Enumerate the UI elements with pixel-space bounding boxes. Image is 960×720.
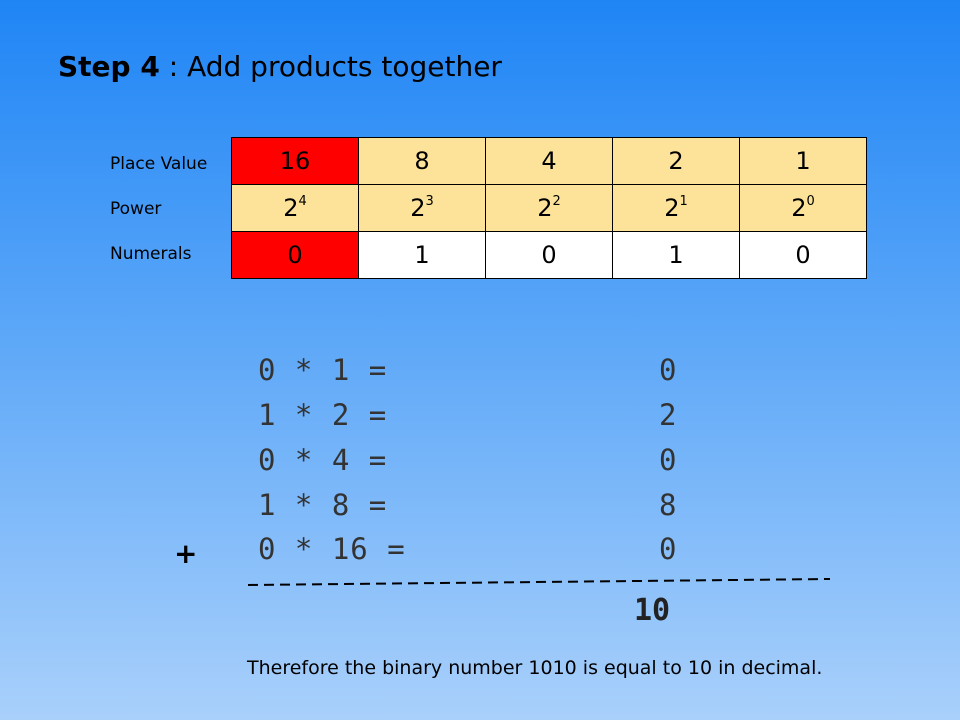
power-base: 2 <box>537 194 553 222</box>
numeral-cell: 0 <box>739 231 867 279</box>
numeral-cell: 1 <box>612 231 740 279</box>
place-value-row: 16 8 4 2 1 <box>231 137 867 185</box>
numerals-row: 0 1 0 1 0 <box>231 231 867 279</box>
power-cell: 21 <box>612 184 740 232</box>
power-cell: 20 <box>739 184 867 232</box>
equation-expression: 1 * 2 = <box>258 398 388 432</box>
place-value-cell: 16 <box>231 137 359 185</box>
place-value-cell: 4 <box>485 137 613 185</box>
plus-sign: + <box>174 537 198 570</box>
power-exponent: 0 <box>806 194 815 209</box>
sum-total: 10 <box>634 593 671 628</box>
power-base: 2 <box>664 194 680 222</box>
slide-title: Step 4 : Add products together <box>58 50 502 83</box>
step-description: : Add products together <box>159 50 502 83</box>
equation-result: 2 <box>659 398 677 432</box>
place-value-cell: 1 <box>739 137 867 185</box>
power-exponent: 4 <box>298 194 307 209</box>
step-label: Step 4 <box>58 50 160 83</box>
row-label-numerals: Numerals <box>110 244 192 264</box>
sum-divider-line <box>248 578 831 586</box>
numeral-cell: 1 <box>358 231 486 279</box>
equation-result: 0 <box>659 443 677 477</box>
power-base: 2 <box>283 194 299 222</box>
power-row: 24 23 22 21 20 <box>231 184 867 232</box>
equation-expression: 0 * 1 = <box>258 353 388 387</box>
numeral-cell: 0 <box>485 231 613 279</box>
row-label-place-value: Place Value <box>110 154 208 174</box>
power-base: 2 <box>791 194 807 222</box>
numeral-cell: 0 <box>231 231 359 279</box>
place-value-cell: 2 <box>612 137 740 185</box>
conclusion-text: Therefore the binary number 1010 is equa… <box>247 657 823 679</box>
power-exponent: 2 <box>552 194 561 209</box>
equation-expression: 0 * 4 = <box>258 443 388 477</box>
equation-expression: 0 * 16 = <box>258 532 406 566</box>
power-exponent: 1 <box>679 194 688 209</box>
power-cell: 22 <box>485 184 613 232</box>
power-exponent: 3 <box>425 194 434 209</box>
row-label-power: Power <box>110 199 162 219</box>
place-value-cell: 8 <box>358 137 486 185</box>
equation-result: 8 <box>659 488 677 522</box>
power-cell: 24 <box>231 184 359 232</box>
equation-result: 0 <box>659 532 677 566</box>
equation-result: 0 <box>659 353 677 387</box>
place-value-table: 16 8 4 2 1 24 23 22 21 20 0 1 0 1 0 <box>231 137 867 279</box>
power-base: 2 <box>410 194 426 222</box>
equation-expression: 1 * 8 = <box>258 488 388 522</box>
power-cell: 23 <box>358 184 486 232</box>
